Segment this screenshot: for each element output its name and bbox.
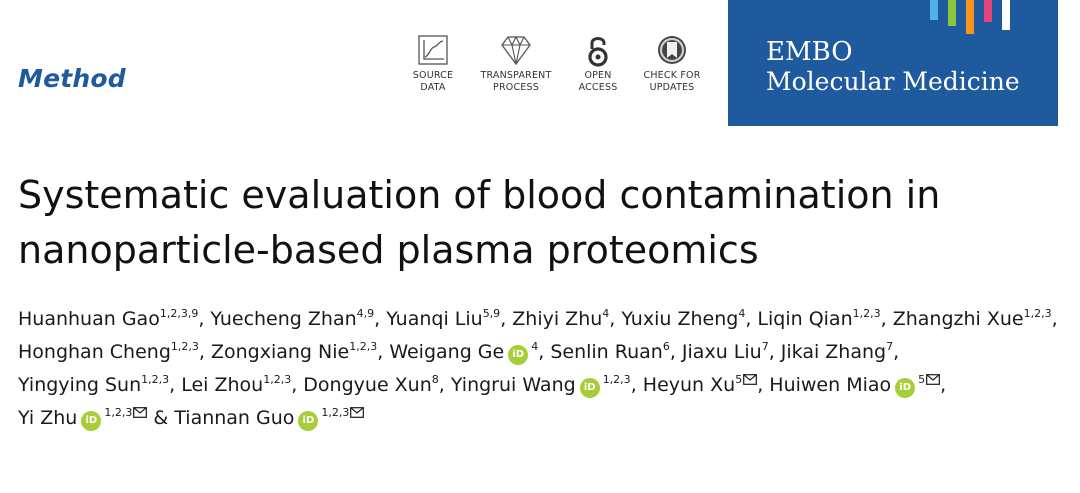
article-title-line1: Systematic evaluation of blood contamina… bbox=[18, 173, 941, 217]
author-name: Huiwen Miao bbox=[769, 374, 892, 396]
author[interactable]: Senlin Ruan6 bbox=[550, 341, 670, 363]
author[interactable]: Yi Zhu iD1,2,3 bbox=[18, 406, 148, 431]
author-affiliation: 1,2,3 bbox=[141, 373, 170, 386]
check-updates-icon bbox=[658, 36, 686, 64]
orcid-icon[interactable]: iD bbox=[508, 345, 529, 365]
author-affiliation: 5 bbox=[735, 373, 743, 386]
author-name: Zhangzhi Xue bbox=[892, 308, 1024, 330]
author-affiliation: 8 bbox=[431, 373, 439, 386]
author-name: Honghan Cheng bbox=[18, 341, 171, 363]
author-affiliation: 1,2,3 bbox=[852, 307, 881, 320]
author-list: Huanhuan Gao1,2,3,9, Yuecheng Zhan4,9, Y… bbox=[18, 307, 1058, 431]
author[interactable]: Yingrui Wang iD1,2,3 bbox=[450, 373, 631, 398]
badge-label-line2: UPDATES bbox=[649, 82, 695, 93]
author-affiliation: 4 bbox=[531, 340, 539, 353]
author[interactable]: Yuanqi Liu5,9 bbox=[386, 308, 500, 330]
author-name: Yuecheng Zhan bbox=[210, 308, 357, 330]
author[interactable]: Huanhuan Gao1,2,3,9 bbox=[18, 308, 198, 330]
article-title: Systematic evaluation of blood contamina… bbox=[18, 168, 1058, 278]
journal-stripes-logo bbox=[930, 0, 1010, 34]
author-affiliation: 1,2,3 bbox=[263, 373, 292, 386]
article-title-line2: nanoparticle-based plasma proteomics bbox=[18, 228, 759, 272]
journal-name-line1: EMBO bbox=[766, 37, 853, 67]
author-name: Weigang Ge bbox=[389, 341, 505, 363]
author-affiliation: 5,9 bbox=[482, 307, 501, 320]
author-name: Yuanqi Liu bbox=[386, 308, 483, 330]
author[interactable]: Jiaxu Liu7 bbox=[682, 341, 769, 363]
author[interactable]: Yuecheng Zhan4,9 bbox=[210, 308, 374, 330]
author-name: Yingrui Wang bbox=[450, 374, 576, 396]
article-type-label: Method bbox=[18, 64, 126, 93]
author-name: Dongyue Xun bbox=[303, 374, 432, 396]
author[interactable]: Honghan Cheng1,2,3 bbox=[18, 341, 199, 363]
author-affiliation: 1,2,3 bbox=[104, 406, 133, 419]
badge-label-line2: DATA bbox=[420, 82, 446, 93]
orcid-icon[interactable]: iD bbox=[298, 411, 319, 431]
author-name: Heyun Xu bbox=[642, 374, 736, 396]
author-affiliation: 4 bbox=[738, 307, 746, 320]
author-affiliation: 1,2,3 bbox=[1023, 307, 1052, 320]
corresponding-author-mail-icon bbox=[133, 407, 148, 418]
check-updates-badge[interactable]: CHECK FOR UPDATES bbox=[627, 34, 717, 94]
author-affiliation: 1,2,3 bbox=[349, 340, 378, 353]
author-name: Yingying Sun bbox=[18, 374, 142, 396]
author[interactable]: Dongyue Xun8 bbox=[303, 374, 438, 396]
author-affiliation: 6 bbox=[662, 340, 670, 353]
author[interactable]: Zhiyi Zhu4 bbox=[512, 308, 609, 330]
author[interactable]: Liqin Qian1,2,3 bbox=[757, 308, 880, 330]
author-name: Yuxiu Zheng bbox=[621, 308, 739, 330]
badge-label-line1: CHECK FOR bbox=[643, 70, 701, 81]
author[interactable]: Weigang Ge iD4 bbox=[389, 340, 539, 365]
author-affiliation: 7 bbox=[761, 340, 769, 353]
author-name: Zhiyi Zhu bbox=[512, 308, 603, 330]
source-data-badge[interactable]: SOURCE DATA bbox=[388, 34, 478, 94]
author[interactable]: Yuxiu Zheng4 bbox=[621, 308, 745, 330]
author[interactable]: Zongxiang Nie1,2,3 bbox=[211, 341, 377, 363]
author-affiliation: 4 bbox=[602, 307, 610, 320]
orcid-icon[interactable]: iD bbox=[579, 378, 600, 398]
author-name: Liqin Qian bbox=[757, 308, 853, 330]
author[interactable]: Huiwen Miao iD5 bbox=[769, 373, 941, 398]
author-name: Jiaxu Liu bbox=[681, 341, 762, 363]
author-name: Jikai Zhang bbox=[780, 341, 887, 363]
author-name: Huanhuan Gao bbox=[18, 308, 160, 330]
author[interactable]: Heyun Xu5 bbox=[642, 373, 758, 396]
author-name: Zongxiang Nie bbox=[210, 341, 350, 363]
author[interactable]: Jikai Zhang7 bbox=[781, 341, 893, 363]
orcid-icon[interactable]: iD bbox=[81, 411, 102, 431]
journal-name-line2: Molecular Medicine bbox=[766, 67, 1020, 96]
transparent-process-badge[interactable]: TRANSPARENT PROCESS bbox=[471, 34, 561, 94]
badge-label-line1: OPEN bbox=[584, 70, 612, 81]
author-name: Yi Zhu bbox=[18, 407, 78, 429]
author-affiliation: 1,2,3,9 bbox=[159, 307, 199, 320]
author-name: Senlin Ruan bbox=[550, 341, 663, 363]
source-data-icon bbox=[418, 35, 448, 65]
badge-label-line2: ACCESS bbox=[578, 82, 618, 93]
author[interactable]: Lei Zhou1,2,3 bbox=[181, 374, 291, 396]
author-affiliation: 7 bbox=[886, 340, 894, 353]
orcid-icon[interactable]: iD bbox=[895, 378, 916, 398]
author-name: Lei Zhou bbox=[181, 374, 264, 396]
author-affiliation: 1,2,3 bbox=[321, 406, 350, 419]
open-access-icon bbox=[588, 37, 608, 67]
transparent-process-icon bbox=[501, 35, 531, 66]
corresponding-author-mail-icon bbox=[743, 374, 758, 385]
author-affiliation: 1,2,3 bbox=[170, 340, 199, 353]
corresponding-author-mail-icon bbox=[350, 407, 365, 418]
author[interactable]: Yingying Sun1,2,3 bbox=[18, 374, 169, 396]
author-affiliation: 5 bbox=[918, 373, 926, 386]
open-access-badge[interactable]: OPEN ACCESS bbox=[553, 34, 643, 94]
badge-label-line1: TRANSPARENT bbox=[480, 70, 552, 81]
author[interactable]: Zhangzhi Xue1,2,3 bbox=[893, 308, 1052, 330]
badge-label-line1: SOURCE bbox=[412, 70, 454, 81]
author-affiliation: 1,2,3 bbox=[602, 373, 631, 386]
author-affiliation: 4,9 bbox=[356, 307, 375, 320]
journal-brand-block[interactable]: EMBO Molecular Medicine bbox=[728, 0, 1058, 126]
corresponding-author-mail-icon bbox=[926, 374, 941, 385]
badge-label-line2: PROCESS bbox=[493, 82, 539, 93]
author-name: Tiannan Guo bbox=[174, 407, 295, 429]
author[interactable]: Tiannan Guo iD1,2,3 bbox=[174, 406, 365, 431]
article-badges: SOURCE DATA TRANSPARENT PROCESS OPEN ACCESS… bbox=[400, 34, 715, 104]
